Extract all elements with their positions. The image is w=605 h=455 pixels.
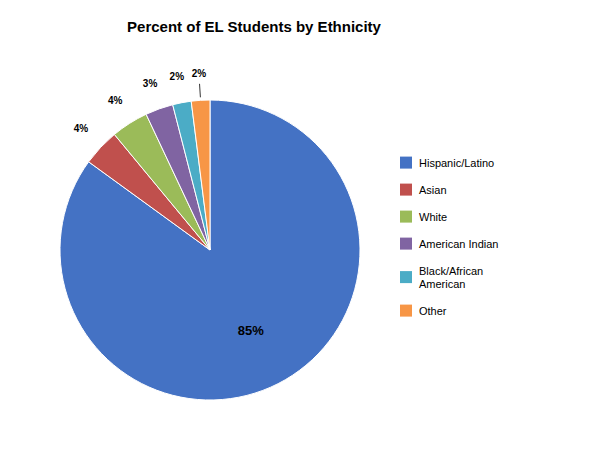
legend-swatch: [400, 271, 412, 283]
legend-label: White: [419, 211, 447, 223]
data-label: 2%: [170, 71, 185, 82]
legend-swatch: [400, 211, 412, 223]
legend-label: Other: [419, 305, 447, 317]
data-label: 4%: [108, 95, 123, 106]
legend: Hispanic/Latino Asian White American Indian…: [400, 157, 499, 317]
legend-swatch: [400, 238, 412, 250]
legend-swatch: [400, 305, 412, 317]
data-label: 2%: [192, 68, 207, 79]
chart: Percent of EL Students by Ethnicity 85% 4%…: [0, 0, 605, 455]
legend-swatch: [400, 157, 412, 169]
title: Percent of EL Students by Ethnicity: [127, 18, 382, 35]
data-label: 4%: [74, 123, 89, 134]
data-label: 3%: [143, 78, 158, 89]
slice: [60, 100, 360, 400]
legend-swatch: [400, 184, 412, 196]
legend-label: American Indian: [419, 238, 499, 250]
pie: 85% 4% 4% 3% 2% 2%: [60, 68, 360, 400]
leader-line: [199, 84, 201, 97]
data-label: 85%: [238, 323, 264, 338]
legend-label: Black/AfricanAmerican: [419, 265, 483, 290]
background: [0, 0, 605, 455]
legend-label: Asian: [419, 184, 447, 196]
legend-label: Hispanic/Latino: [419, 157, 494, 169]
slice: [191, 100, 210, 250]
